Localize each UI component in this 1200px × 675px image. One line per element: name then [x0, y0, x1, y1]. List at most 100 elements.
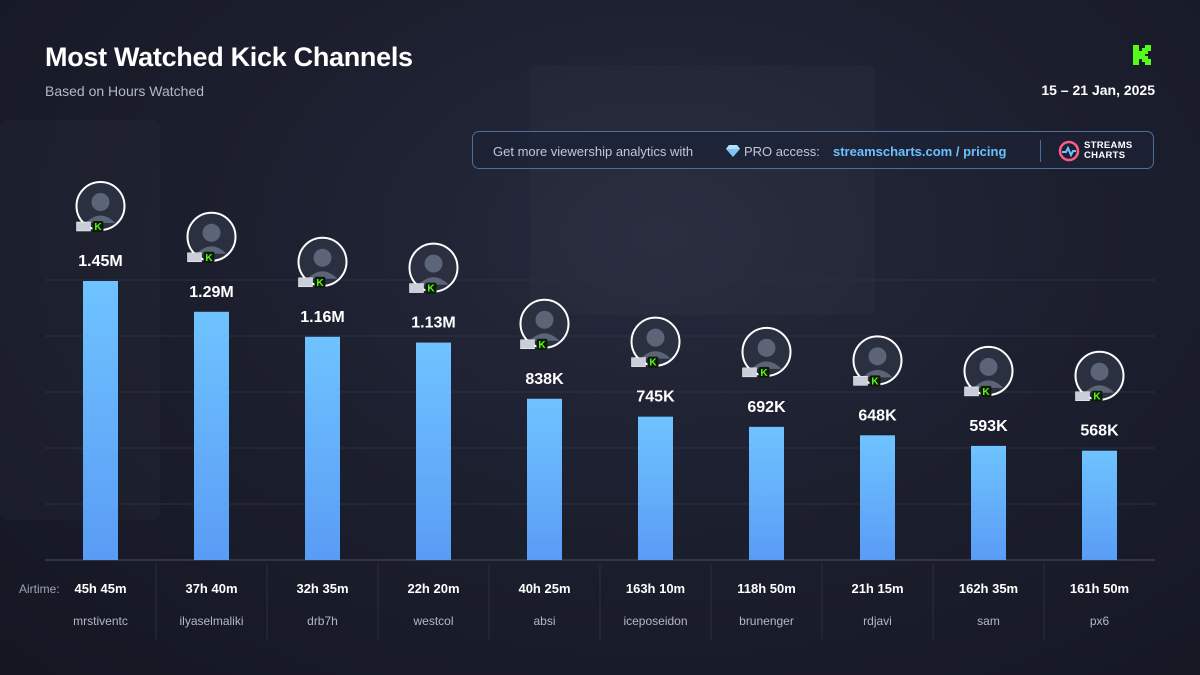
avatar-head-icon — [757, 338, 776, 357]
avatar-head-icon — [868, 347, 887, 366]
data-label: 1.29M — [189, 284, 233, 301]
avatar-body-icon — [307, 271, 338, 279]
kick-badge-icon — [203, 251, 215, 263]
pricing-link[interactable]: streamscharts.com / pricing — [833, 144, 1007, 159]
avatar-body-icon — [1084, 385, 1115, 393]
avatar-body-icon — [196, 246, 227, 254]
avatar-head-icon — [91, 193, 110, 211]
brand-line-1: STREAMS — [1084, 140, 1133, 151]
data-label: 1.13M — [411, 315, 455, 332]
streams-charts-brand: STREAMS CHARTS — [1084, 141, 1133, 161]
avatar-body-icon — [85, 215, 116, 223]
kick-badge-letter: K — [649, 358, 657, 369]
avatar-body-icon — [973, 380, 1004, 388]
avatar-body-icon — [529, 333, 560, 341]
kick-badge-letter: K — [871, 376, 879, 387]
colombia-flag-icon — [409, 283, 424, 293]
kick-badge-letter: K — [1093, 392, 1101, 403]
promo-banner[interactable]: Get more viewership analytics with PRO a… — [472, 131, 1154, 169]
morocco-flag-icon — [187, 252, 202, 263]
usa-flag-icon — [631, 357, 646, 367]
airtime-value: 21h 15m — [851, 581, 903, 596]
avatar-body-icon — [751, 361, 782, 369]
kick-badge-icon — [980, 385, 992, 397]
kick-badge-letter: K — [205, 253, 213, 264]
colombia-flag-icon — [76, 221, 91, 232]
airtime-label: Airtime: — [19, 582, 60, 596]
jordan-flag-icon — [520, 339, 535, 350]
kick-badge-icon — [647, 356, 659, 368]
channel-name[interactable]: ilyaselmaliki — [179, 614, 243, 628]
kick-badge-icon — [536, 338, 548, 350]
divider — [1040, 140, 1041, 162]
data-label: 593K — [969, 418, 1008, 435]
page-subtitle: Based on Hours Watched — [45, 83, 205, 99]
bar — [971, 445, 1006, 560]
airtime-value: 163h 10m — [626, 581, 685, 596]
kick-badge-letter: K — [760, 368, 768, 379]
streams-charts-logo-icon — [1058, 140, 1080, 162]
channel-name[interactable]: px6 — [1090, 614, 1110, 628]
data-label: 1.16M — [300, 309, 344, 326]
channel-name[interactable]: drb7h — [307, 614, 338, 628]
bar — [305, 336, 340, 560]
channel-name[interactable]: mrstiventc — [73, 614, 128, 628]
channel-name[interactable]: absi — [533, 614, 555, 628]
argentina-flag-icon — [1075, 391, 1090, 401]
kick-badge-letter: K — [94, 222, 102, 233]
avatar-head-icon — [1090, 362, 1109, 381]
airtime-value: 45h 45m — [74, 581, 126, 596]
data-label: 568K — [1080, 423, 1119, 440]
kick-badge-icon — [758, 366, 770, 378]
bar — [638, 416, 673, 560]
channel-name[interactable]: rdjavi — [863, 614, 892, 628]
data-label: 1.45M — [78, 253, 122, 270]
kick-badge-icon — [92, 221, 104, 232]
airtime-value: 22h 20m — [407, 581, 459, 596]
saudi-arabia-flag-icon — [298, 277, 313, 288]
kick-badge-letter: K — [316, 278, 324, 289]
diamond-icon — [726, 145, 740, 157]
avatar-body-icon — [418, 277, 449, 285]
avatar-head-icon — [313, 248, 332, 267]
kick-badge-icon — [425, 282, 437, 294]
kick-badge-letter: K — [538, 340, 546, 351]
bar — [416, 342, 451, 560]
bar — [83, 281, 118, 560]
avatar-head-icon — [646, 328, 665, 347]
uk-flag-icon — [964, 386, 979, 397]
airtime-value: 161h 50m — [1070, 581, 1129, 596]
kick-badge-icon — [314, 276, 326, 288]
data-label: 745K — [636, 389, 675, 406]
airtime-value: 32h 35m — [296, 581, 348, 596]
date-range: 15 – 21 Jan, 2025 — [1041, 82, 1155, 98]
bar — [527, 398, 562, 560]
kick-badge-letter: K — [982, 387, 990, 398]
channel-name[interactable]: sam — [977, 614, 1000, 628]
avatar-body-icon — [862, 369, 893, 378]
airtime-value: 118h 50m — [737, 581, 796, 596]
promo-text: Get more viewership analytics with — [493, 144, 694, 159]
kick-badge-letter: K — [427, 284, 435, 295]
avatar-head-icon — [535, 310, 554, 329]
page-title: Most Watched Kick Channels — [45, 42, 413, 72]
argentina-flag-icon — [742, 367, 757, 378]
bar — [860, 435, 895, 560]
avatar-head-icon — [424, 254, 443, 273]
airtime-value: 37h 40m — [185, 581, 237, 596]
dominican-republic-flag-icon — [853, 376, 868, 386]
avatar-body-icon — [640, 351, 671, 359]
channel-name[interactable]: brunenger — [739, 614, 794, 628]
kick-badge-icon — [869, 375, 881, 387]
channel-name[interactable]: westcol — [412, 614, 453, 628]
promo-access-text: PRO access: — [744, 144, 820, 159]
data-label: 692K — [747, 399, 786, 416]
channel-name[interactable]: iceposeidon — [623, 614, 687, 628]
airtime-value: 40h 25m — [518, 581, 570, 596]
airtime-value: 162h 35m — [959, 581, 1018, 596]
bar — [194, 311, 229, 560]
kick-logo-icon — [1133, 45, 1151, 65]
bar — [749, 426, 784, 560]
data-label: 648K — [858, 407, 897, 424]
